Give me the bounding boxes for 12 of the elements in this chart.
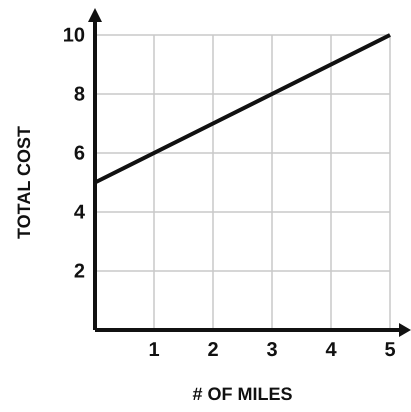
y-tick-label: 4 bbox=[74, 201, 86, 224]
y-tick-label: 10 bbox=[62, 24, 85, 46]
y-axis-title: TOTAL COST bbox=[14, 126, 34, 240]
x-tick-label: 4 bbox=[325, 339, 338, 362]
x-tick-label: 1 bbox=[148, 339, 160, 362]
x-tick-label: 2 bbox=[207, 339, 219, 362]
x-tick-label: 3 bbox=[266, 339, 278, 362]
x-tick-label: 5 bbox=[384, 339, 396, 362]
x-axis-title: # OF MILES bbox=[192, 384, 293, 404]
y-tick-label: 8 bbox=[74, 83, 85, 106]
y-tick-label: 6 bbox=[74, 142, 85, 164]
y-tick-label: 2 bbox=[74, 260, 85, 282]
